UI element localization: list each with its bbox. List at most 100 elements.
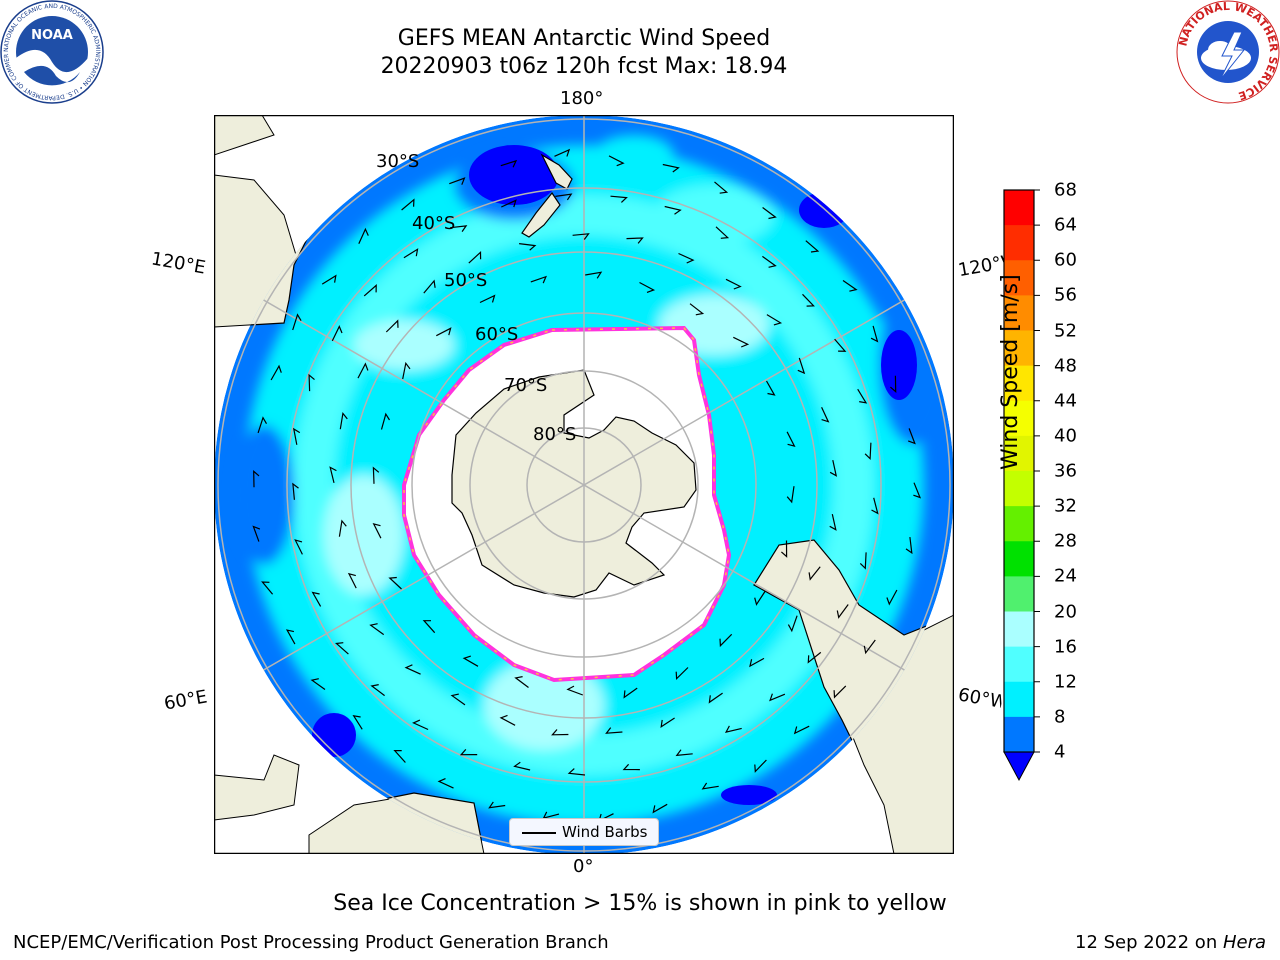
colorbar-tick-label: 64 <box>1054 214 1077 236</box>
wind-barb <box>393 750 406 763</box>
wind-barb <box>834 338 847 352</box>
lat-label-80s: 80°S <box>533 424 576 445</box>
colorbar-segment <box>1004 506 1034 542</box>
wind-barb <box>412 719 429 731</box>
wind-barb-legend-label: Wind Barbs <box>562 823 648 841</box>
wind-barb <box>733 336 750 348</box>
wind-barb <box>808 566 821 581</box>
colorbar-segments <box>1004 190 1034 753</box>
sea-ice-caption: Sea Ice Concentration > 15% is shown in … <box>333 891 947 916</box>
wind-barb <box>689 303 705 316</box>
wind-barb <box>725 278 742 290</box>
wind-barb <box>714 181 729 194</box>
wind-barb <box>403 248 419 259</box>
wind-barb <box>660 717 675 729</box>
wind-barb <box>857 388 868 404</box>
wind-barb <box>754 759 767 773</box>
colorbar-segment <box>1004 435 1034 472</box>
wind-barb <box>488 801 506 809</box>
wind-barb <box>905 537 913 555</box>
wind-barb <box>338 519 347 537</box>
wind-barb <box>842 280 858 292</box>
wind-barb <box>551 729 569 736</box>
wind-barb <box>372 522 382 539</box>
wind-barb <box>863 639 876 655</box>
wind-barb <box>786 486 795 504</box>
colorbar-segment <box>1004 295 1034 331</box>
wind-barbs <box>252 148 922 822</box>
wind-barb <box>821 406 830 423</box>
wind-barb <box>765 380 776 396</box>
wind-barb <box>807 651 822 664</box>
colorbar-segment <box>1004 576 1034 612</box>
wind-barb <box>468 250 482 264</box>
new-zealand <box>521 153 573 238</box>
wind-barb <box>530 275 547 284</box>
colorbar-tick-label: 48 <box>1054 355 1077 377</box>
wind-barb <box>572 233 590 240</box>
lat-label-60s: 60°S <box>475 324 518 345</box>
colorbar-segment <box>1004 365 1034 402</box>
wind-barb <box>907 428 916 445</box>
chart-title: GEFS MEAN Antarctic Wind Speed <box>397 26 771 51</box>
wind-barb <box>311 591 322 607</box>
wind-barb <box>715 226 730 239</box>
nws-logo: NATIONAL WEATHER SERVICE <box>1176 0 1280 104</box>
wind-barb <box>321 274 337 285</box>
wind-barb <box>450 693 466 706</box>
wind-barb <box>347 572 357 589</box>
wind-barb <box>786 431 796 448</box>
wind-barb <box>252 525 261 542</box>
wind-barb <box>836 604 849 619</box>
lon-label-60e: 60°E <box>162 686 209 715</box>
colorbar-segment <box>1004 541 1034 577</box>
wind-barb <box>436 327 452 337</box>
footer-date: 12 Sep 2022 on Hera <box>1075 932 1266 953</box>
wind-barb <box>781 540 788 558</box>
wind-barb <box>754 590 766 606</box>
wind-barb <box>762 255 777 268</box>
wind-barb <box>769 693 786 702</box>
colorbar-tick-label: 40 <box>1054 425 1077 447</box>
wind-barb <box>372 466 380 484</box>
wind-barb <box>567 768 586 776</box>
colorbar-tick-label: 24 <box>1054 565 1077 587</box>
wind-barb <box>450 225 468 232</box>
wind-barb <box>701 782 719 790</box>
wind-barb <box>401 198 415 211</box>
wind-barb <box>253 469 260 488</box>
wind-barb <box>370 684 385 697</box>
wind-barb <box>513 761 531 771</box>
footer-credit: NCEP/EMC/Verification Post Processing Pr… <box>13 932 609 953</box>
wind-barb <box>622 763 640 771</box>
lon-label-0: 0° <box>573 856 594 877</box>
lat-label-50s: 50°S <box>444 270 487 291</box>
lon-label-180: 180° <box>560 88 604 109</box>
wind-barb <box>334 642 349 655</box>
wind-barb <box>292 313 302 331</box>
wind-barb <box>357 362 369 379</box>
wind-barb <box>423 279 436 294</box>
wind-barb <box>437 778 454 789</box>
wind-barb <box>870 325 879 343</box>
antarctica <box>451 369 697 598</box>
wind-barb <box>585 271 603 279</box>
colorbar-tick-label: 16 <box>1054 636 1077 658</box>
colorbar <box>1003 189 1040 782</box>
wind-barb <box>787 615 798 633</box>
colorbar-tick-label: 68 <box>1054 179 1077 201</box>
wind-barb <box>380 412 391 430</box>
wind-barb <box>675 667 689 681</box>
graticule <box>214 115 954 854</box>
wind-barb <box>762 207 777 220</box>
wind-barb <box>708 692 723 704</box>
wind-barb <box>626 237 644 244</box>
wind-barb <box>270 364 282 381</box>
wind-barb <box>871 497 879 515</box>
lat-label-40s: 40°S <box>412 213 455 234</box>
wind-barb <box>514 676 529 688</box>
wind-barb <box>500 159 518 168</box>
lon-label-120e: 120°E <box>149 248 208 279</box>
colorbar-segment <box>1004 400 1034 437</box>
wind-barb <box>404 664 421 675</box>
